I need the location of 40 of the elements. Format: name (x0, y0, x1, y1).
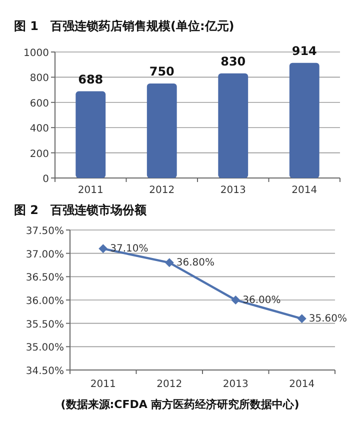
text: (数据来源:CFDA 南方医药经济研究所数据中心) (60, 398, 300, 411)
point (98, 244, 108, 254)
y-tick-label: 36.50% (26, 272, 64, 284)
y-tick-label: 0 (42, 174, 49, 185)
chart-title: 图 2 百强连锁市场份额 (14, 203, 148, 217)
point (297, 314, 306, 324)
bar (218, 73, 248, 178)
x-tick-label: 2011 (78, 185, 104, 196)
bar (146, 84, 177, 178)
x-tick-label: 2011 (90, 379, 116, 390)
x-tick-label: 2012 (149, 185, 175, 196)
data-label: 750 (149, 64, 174, 78)
data-label: 36.00% (242, 295, 281, 306)
x-tick-label: 2013 (222, 379, 248, 390)
y-tick-label: 35.00% (26, 342, 64, 354)
data-label: 688 (78, 72, 104, 86)
y-tick-label: 200 (30, 148, 49, 160)
data-label: 35.60% (308, 314, 348, 325)
point (231, 296, 240, 304)
y-tick-label: 1000 (24, 48, 49, 59)
chart-title: 图 1 百强连锁药店销售规模(单位:亿元) (14, 19, 234, 33)
bar (76, 91, 106, 178)
data-label: 914 (292, 44, 317, 58)
x-tick-label: 2012 (156, 379, 182, 390)
data-label: 36.80% (176, 258, 215, 269)
y-tick-label: 34.50% (26, 366, 64, 377)
y-tick-label: 37.00% (26, 249, 64, 260)
y-tick-label: 600 (30, 98, 49, 110)
y-tick-label: 35.50% (26, 319, 64, 330)
y-tick-label: 400 (30, 124, 49, 135)
x-tick-label: 2014 (289, 379, 315, 390)
y-tick-label: 37.50% (26, 226, 64, 237)
x-tick-label: 2014 (292, 185, 318, 196)
point (164, 258, 174, 268)
data-label: 37.10% (110, 244, 148, 255)
data-label: 830 (220, 54, 246, 68)
x-tick-label: 2013 (220, 185, 246, 196)
y-tick-label: 800 (30, 73, 49, 84)
bar (289, 62, 320, 178)
y-tick-label: 36.00% (26, 296, 64, 307)
